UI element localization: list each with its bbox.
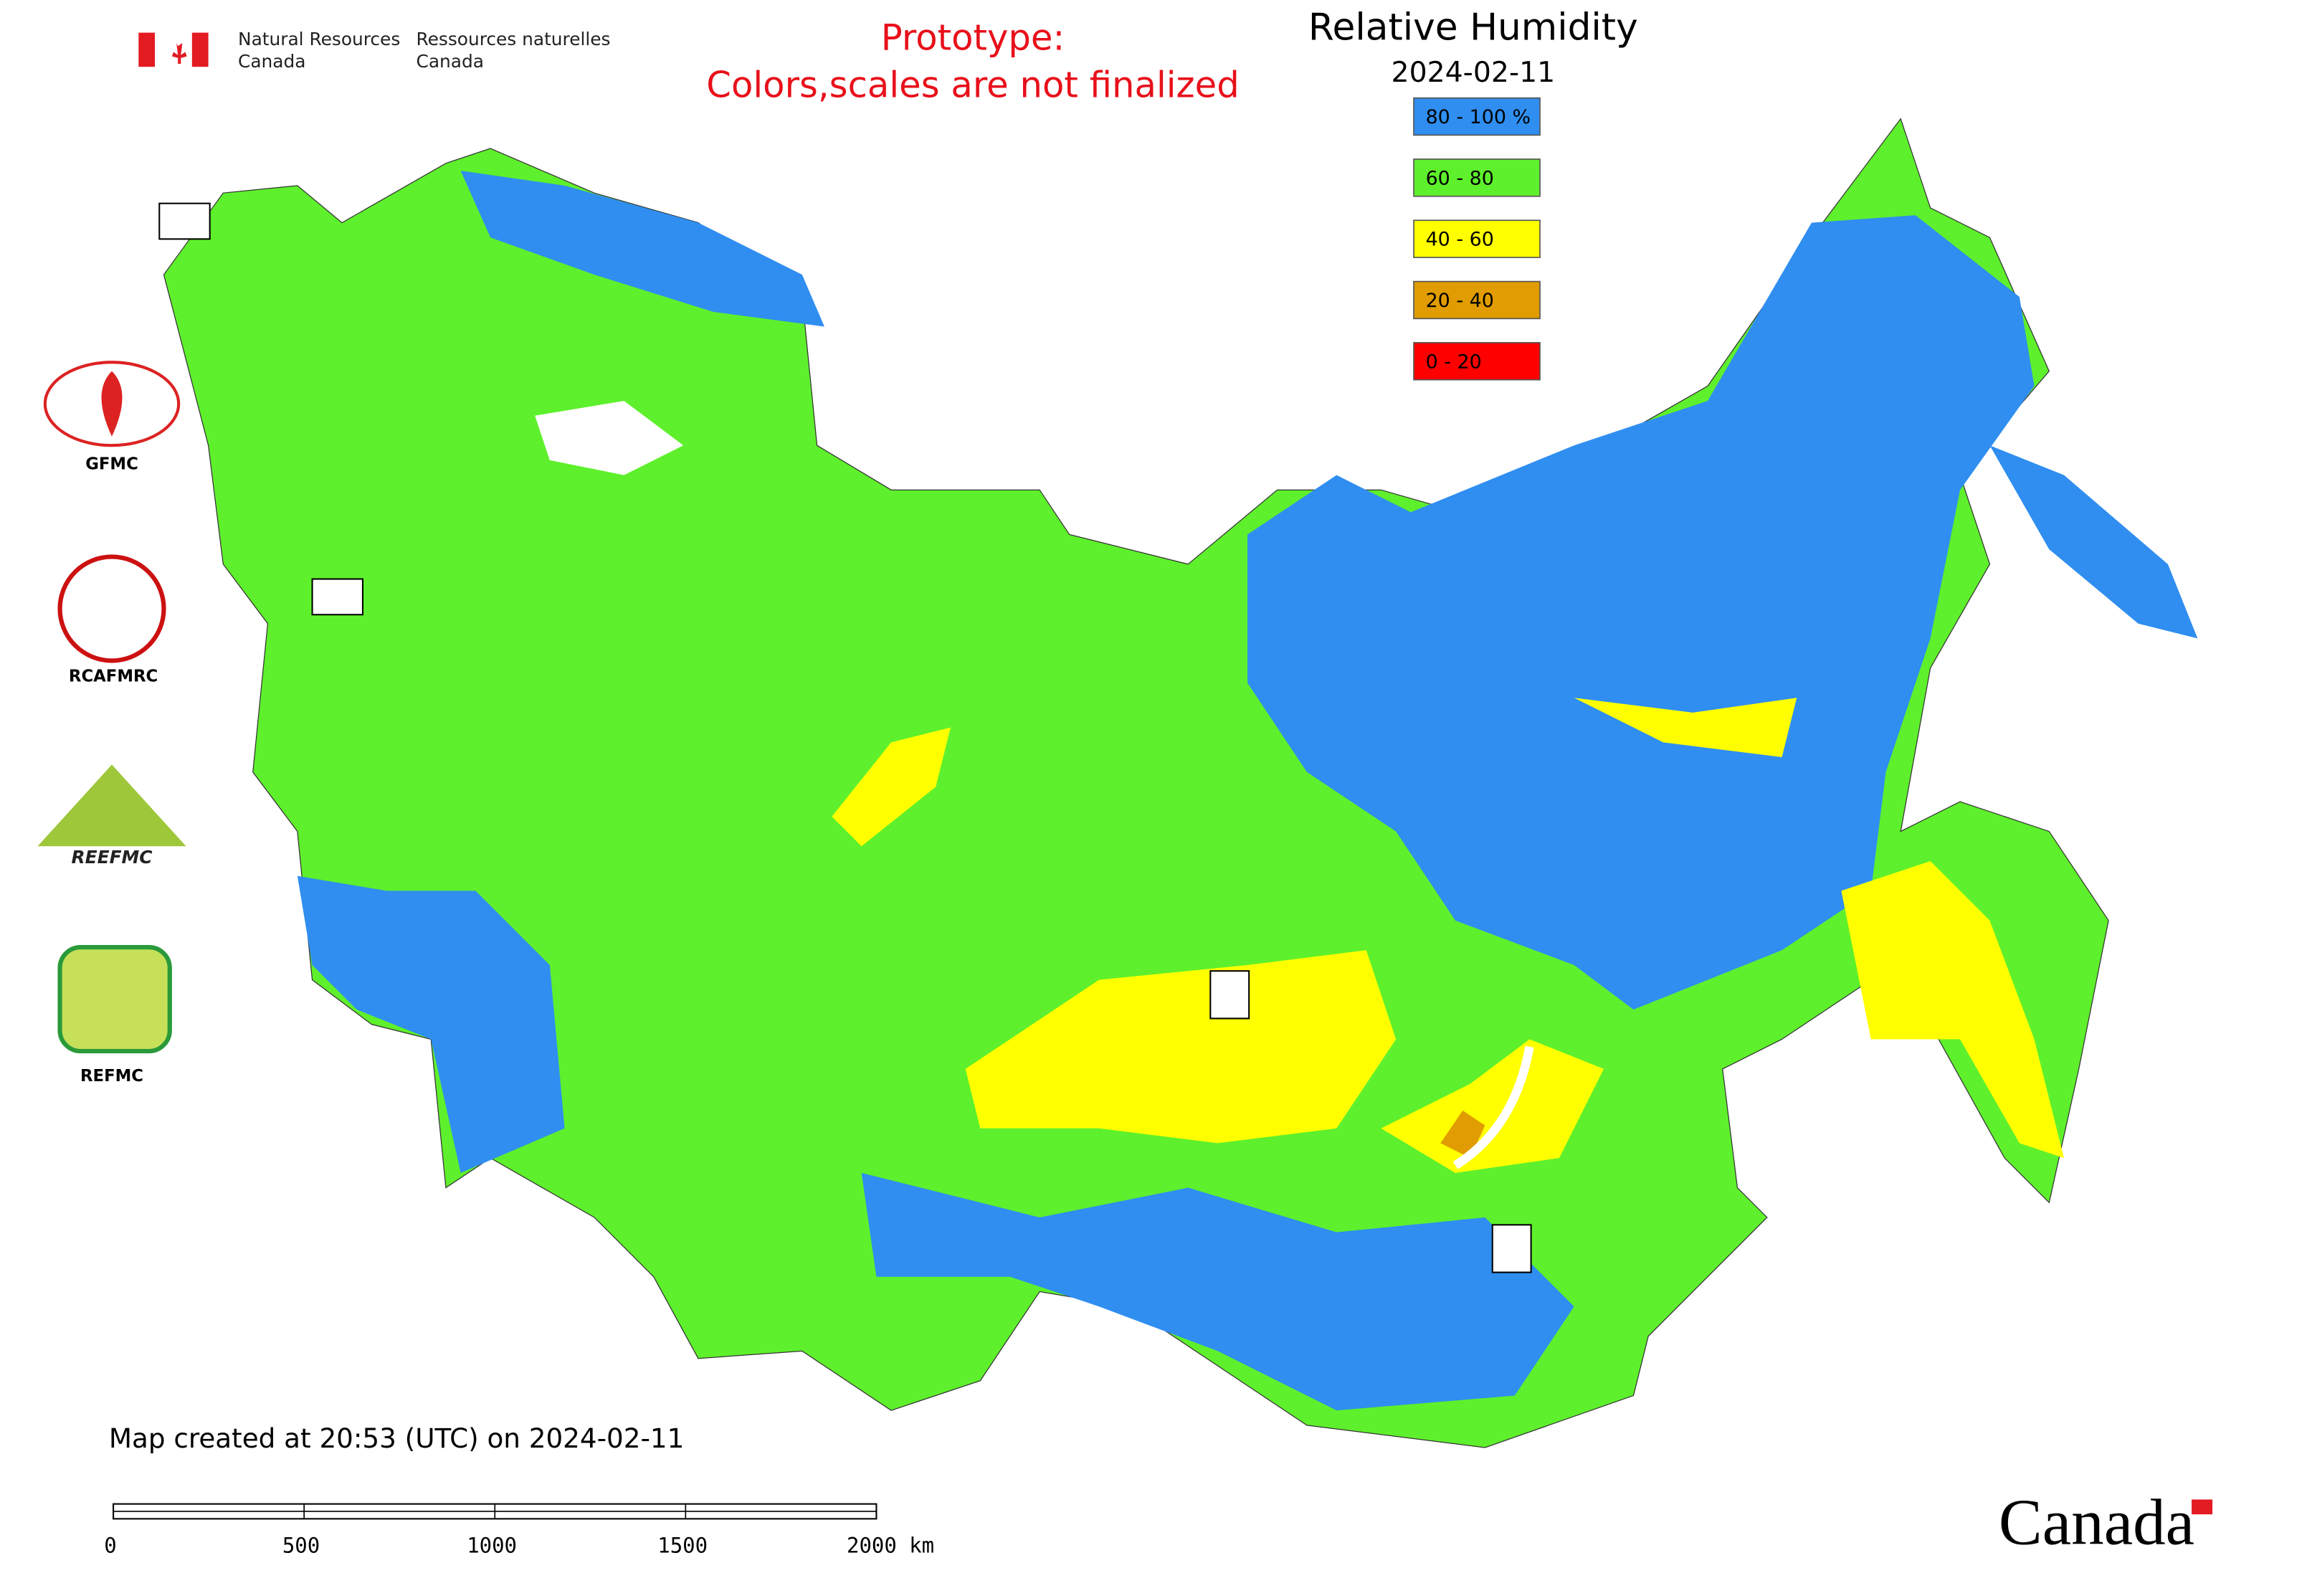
department-en: Canada [238, 51, 305, 72]
notice: Colors,scales are not finalized [706, 65, 1239, 106]
legend-label: 60 - 80 [1426, 167, 1494, 189]
canada-wordmark: Canada [1999, 1486, 2194, 1559]
footer-note: Map created at 20:53 (UTC) on 2024-02-11 [109, 1422, 684, 1454]
dry-area [1574, 698, 1797, 758]
humid-area [460, 171, 824, 327]
department-en: Natural Resources [238, 29, 400, 49]
lake [1452, 1045, 1534, 1169]
logo-label: RCAFMRC [69, 668, 158, 686]
dry-area [965, 950, 1397, 1144]
humid-area [297, 875, 565, 1173]
notice: Prototype: [881, 16, 1065, 58]
scale-label: 0 [104, 1534, 116, 1558]
legend-label: 0 - 20 [1426, 351, 1482, 373]
logo-flame [101, 371, 123, 437]
legend-swatch [1413, 280, 1541, 320]
legend-label: 40 - 60 [1426, 229, 1494, 251]
logo-refmc [57, 944, 172, 1054]
humid-area [861, 1172, 1574, 1411]
department-fr: Canada [417, 51, 484, 72]
legend-label: 80 - 100 % [1426, 106, 1531, 128]
station-marker [158, 202, 211, 240]
station-marker [1491, 1224, 1532, 1273]
logo-reefmc [37, 764, 186, 847]
title: Relative Humidity [1308, 6, 1638, 49]
logos: GFMC RCAFMRC REEFMC REFMC [37, 361, 186, 1086]
legend-swatch [1413, 97, 1541, 136]
wordmark-flag [2192, 1499, 2213, 1515]
scale-label: 1500 [657, 1534, 708, 1558]
dry-area [832, 727, 951, 847]
flag-band [138, 32, 156, 67]
logo-label: REFMC [80, 1067, 143, 1086]
map [158, 118, 2198, 1448]
legend-swatch [1413, 342, 1541, 381]
flag-band [191, 32, 209, 67]
nrcan-signature: Natural Resources Canada Ressources natu… [138, 29, 611, 72]
humid-area [1989, 445, 2198, 639]
station-marker [311, 578, 363, 616]
date: 2024-02-11 [1392, 56, 1556, 89]
legend-label: 20 - 40 [1426, 290, 1494, 312]
logo-rcafmrc [57, 554, 166, 663]
scale-label: 500 [282, 1534, 320, 1558]
scale-bar: 0 500 1000 1500 2000 km [104, 1503, 934, 1558]
legend: 80 - 100 % 60 - 80 40 - 60 20 - 40 0 - 20 [1413, 97, 1541, 381]
logo-gfmc [43, 361, 181, 447]
legend-swatch [1413, 158, 1541, 197]
station-marker [1209, 970, 1250, 1020]
legend-swatch [1413, 219, 1541, 258]
scale-label: 1000 [467, 1534, 517, 1558]
humid-area [1247, 215, 2035, 1010]
logo-label: REEFMC [72, 847, 153, 868]
scale-label: 2000 km [847, 1534, 934, 1558]
maple-leaf [171, 37, 187, 65]
dry-area [1381, 1039, 1604, 1173]
department-fr: Ressources naturelles [417, 29, 611, 49]
lake [535, 401, 684, 475]
dry-area [1841, 861, 2064, 1159]
logo-label: GFMC [85, 455, 138, 474]
